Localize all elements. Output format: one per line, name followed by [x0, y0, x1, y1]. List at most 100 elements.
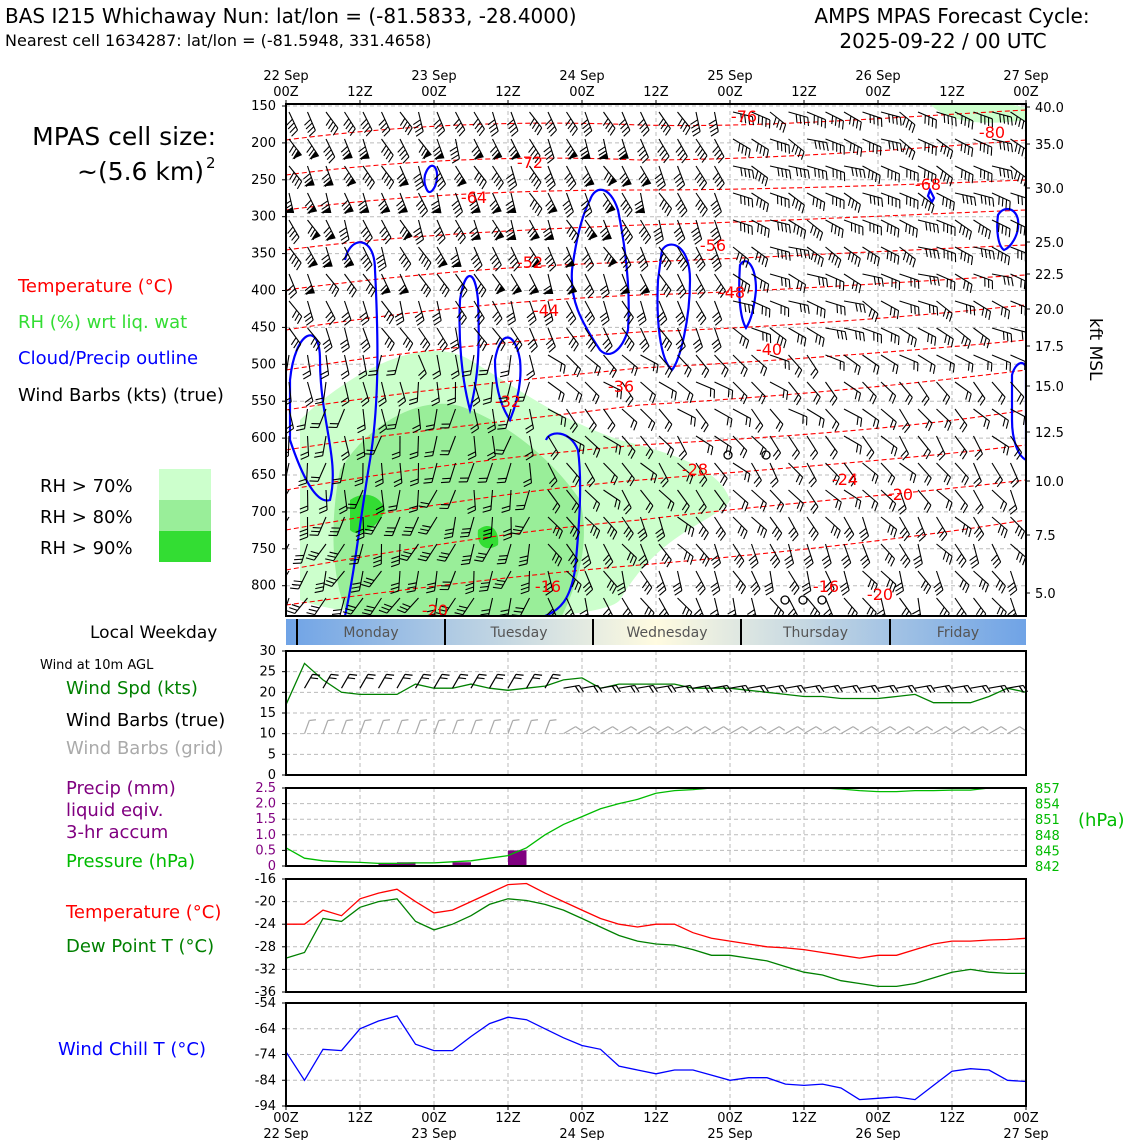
barb-feather: [648, 451, 654, 460]
barb-feather: [623, 526, 630, 535]
barb-feather: [673, 227, 681, 234]
barb-feather: [277, 477, 285, 482]
barb-feather: [663, 259, 670, 268]
barb-feather: [793, 224, 796, 233]
barb-staff: [288, 300, 303, 317]
wind-barb-grid: [340, 719, 354, 734]
wind-barb: [620, 219, 633, 245]
barb-feather: [365, 577, 375, 582]
barb-staff: [806, 381, 821, 398]
wind-barb: [862, 435, 875, 460]
barb-feather: [514, 400, 524, 402]
barb-feather: [942, 393, 948, 402]
barb-feather: [340, 397, 349, 403]
barb-staff: [362, 327, 371, 347]
barb-feather: [665, 128, 671, 136]
wind-barb: [677, 489, 690, 514]
barb-feather: [770, 477, 777, 485]
wind-barb: [1040, 490, 1055, 514]
weekday-label: Wednesday: [626, 625, 707, 641]
barb-feather: [432, 146, 441, 153]
barb-feather: [812, 196, 815, 206]
barb-staff: [399, 138, 410, 158]
wind-barb: [714, 489, 727, 514]
barb-staff: [788, 462, 803, 478]
barb-feather: [306, 203, 314, 211]
barb-feather: [1021, 120, 1025, 130]
barb-staff: [584, 543, 592, 564]
barb-feather: [286, 200, 292, 206]
barb-feather: [773, 606, 779, 615]
barb-feather: [602, 292, 610, 299]
barb-feather: [354, 478, 363, 483]
barb-staff: [954, 516, 972, 530]
wind-barb: [343, 111, 356, 137]
wind-barb: [637, 138, 649, 164]
barb-feather: [812, 533, 819, 541]
barb-feather: [299, 536, 308, 541]
wind-barb: [323, 219, 336, 241]
barb-staff: [468, 543, 475, 564]
wind-barb: [973, 300, 992, 320]
wind-barb: [658, 246, 672, 271]
barb-feather: [890, 333, 893, 342]
barb-staff: [396, 720, 403, 734]
barb-feather: [568, 553, 574, 562]
barb-feather: [690, 119, 698, 125]
wind-barb: [406, 570, 420, 593]
barb-feather: [391, 559, 400, 564]
barb-feather: [744, 147, 748, 156]
wind-barb: [528, 138, 541, 164]
wind-barb: [423, 462, 438, 484]
barb-feather: [395, 316, 404, 322]
barb-feather: [1017, 145, 1022, 155]
barb-feather: [609, 366, 615, 375]
barb-feather: [722, 685, 728, 693]
barb-feather: [970, 256, 974, 266]
barb-feather: [420, 283, 427, 292]
barb-staff: [695, 462, 708, 481]
barb-staff: [899, 165, 919, 174]
barb-feather: [437, 130, 445, 137]
barb-feather: [644, 583, 650, 592]
wind-barb: [432, 138, 445, 161]
barb-feather: [618, 150, 626, 157]
wind-barb: [340, 138, 353, 161]
barb-feather: [413, 119, 421, 126]
barb-staff: [1048, 490, 1054, 509]
barb-staff: [658, 462, 669, 482]
barb-staff: [677, 597, 693, 613]
barb-feather: [408, 401, 418, 405]
barb-feather: [947, 250, 949, 260]
wind-barb: [677, 435, 688, 461]
wind-barb: [788, 354, 803, 378]
wind-barb: [288, 138, 303, 160]
barb-feather: [418, 252, 424, 261]
barb-feather: [970, 559, 978, 565]
wind-barb: [362, 516, 382, 535]
barb-feather: [911, 151, 916, 161]
barb-staff: [751, 138, 769, 151]
wind-barb: [751, 354, 768, 377]
barb-staff: [766, 684, 783, 689]
barb-feather: [578, 443, 582, 453]
barb-feather: [295, 343, 302, 352]
barb-feather: [529, 118, 535, 126]
barb-staff: [658, 597, 670, 616]
wind-barb: [303, 300, 314, 326]
barb-feather: [343, 172, 350, 180]
top-date-label: 23 Sep: [411, 69, 456, 84]
wind-barb: [305, 543, 327, 561]
barb-staff: [359, 674, 369, 689]
barb-feather: [944, 334, 948, 344]
barb-feather: [1006, 332, 1009, 342]
barb-feather: [289, 230, 296, 238]
barb-feather: [984, 584, 989, 593]
barb-feather: [1000, 252, 1004, 262]
barb-staff: [288, 381, 292, 402]
barb-staff: [695, 408, 709, 426]
barb-feather: [747, 473, 751, 483]
barb-staff: [288, 408, 295, 429]
barb-feather: [567, 314, 575, 322]
